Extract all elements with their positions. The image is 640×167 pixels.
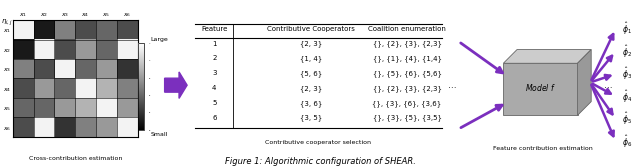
Text: {1, 4}: {1, 4} [300,55,322,62]
Text: $\hat{\phi}_5$: $\hat{\phi}_5$ [623,111,632,127]
Text: {}, {3}, {5}, {3,5}: {}, {3}, {5}, {3,5} [372,115,442,121]
Text: Coalition enumeration: Coalition enumeration [368,26,446,32]
FancyArrow shape [164,72,187,98]
Text: 3: 3 [212,70,216,76]
Text: $\hat{\phi}_1$: $\hat{\phi}_1$ [623,21,632,37]
Text: Figure 1: Algorithmic configuration of SHEAR.: Figure 1: Algorithmic configuration of S… [225,157,415,166]
Text: Feature contribution estimation: Feature contribution estimation [493,146,592,151]
Polygon shape [503,50,591,63]
Text: Feature: Feature [201,26,227,32]
Text: ...: ... [604,81,613,90]
Text: 6: 6 [212,115,216,121]
Text: Contributive Cooperators: Contributive Cooperators [267,26,355,32]
Text: Small: Small [150,132,168,137]
Polygon shape [503,63,577,115]
Text: {}, {1}, {4}, {1,4}: {}, {1}, {4}, {1,4} [372,55,442,62]
Text: Large: Large [150,37,168,42]
Text: {2, 3}: {2, 3} [300,40,322,47]
Text: Contributive cooperator selection: Contributive cooperator selection [266,140,371,145]
Text: 5: 5 [212,100,216,106]
Text: 2: 2 [212,55,216,61]
Text: {}, {2}, {3}, {2,3}: {}, {2}, {3}, {2,3} [372,40,442,47]
Text: $\hat{\phi}_3$: $\hat{\phi}_3$ [623,66,632,82]
Text: ...: ... [448,81,457,90]
Polygon shape [577,50,591,115]
Text: $\hat{\phi}_4$: $\hat{\phi}_4$ [623,88,632,105]
Text: {3, 5}: {3, 5} [300,115,322,121]
Text: {3, 6}: {3, 6} [300,100,322,107]
Text: {}, {3}, {6}, {3,6}: {}, {3}, {6}, {3,6} [372,100,442,107]
Text: $\hat{\phi}_2$: $\hat{\phi}_2$ [623,43,632,60]
Text: 1: 1 [212,41,216,47]
Text: $\eta_{i,j}$: $\eta_{i,j}$ [1,17,13,28]
Text: $\hat{\phi}_6$: $\hat{\phi}_6$ [623,133,633,149]
Text: {2, 3}: {2, 3} [300,85,322,92]
Text: {5, 6}: {5, 6} [300,70,322,77]
Text: 4: 4 [212,85,216,91]
Text: {}, {5}, {6}, {5,6}: {}, {5}, {6}, {5,6} [372,70,442,77]
Text: {}, {2}, {3}, {2,3}: {}, {2}, {3}, {2,3} [372,85,442,92]
Text: Cross-contribution estimation: Cross-contribution estimation [29,156,122,161]
Text: Model $f$: Model $f$ [525,82,556,93]
